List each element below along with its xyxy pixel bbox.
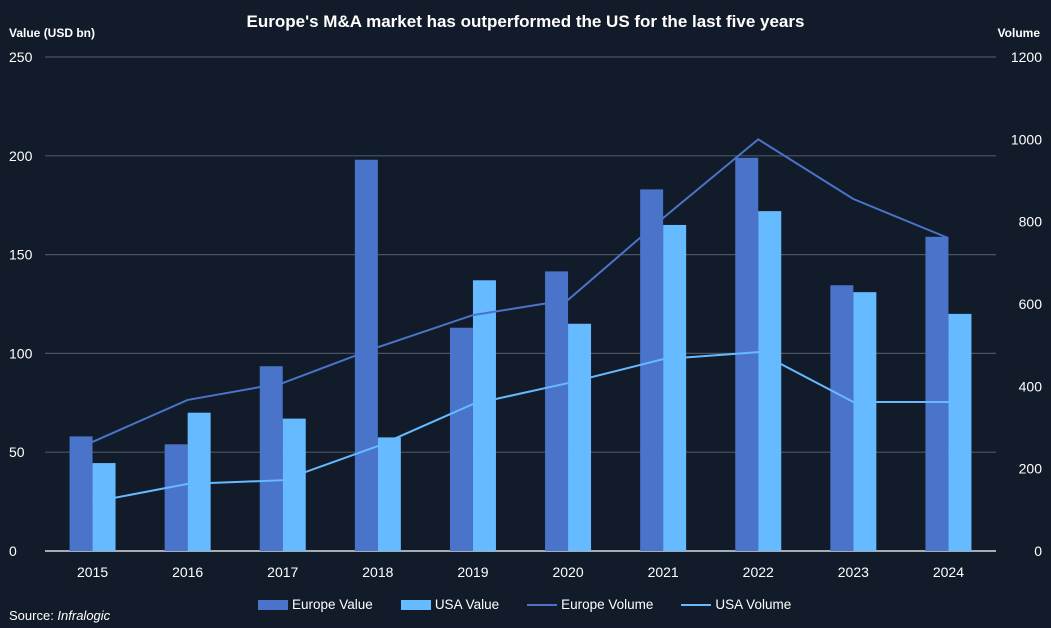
x-tick-label: 2020 <box>552 564 583 580</box>
bar-usa-value <box>472 280 496 551</box>
y-right-tick-label: 800 <box>1019 214 1043 230</box>
bar-usa-value <box>853 292 877 551</box>
legend-swatch <box>400 599 431 610</box>
bar-europe-value <box>830 285 854 551</box>
legend-item: Europe Volume <box>527 597 653 612</box>
bar-usa-value <box>282 418 306 551</box>
bar-europe-value <box>259 366 283 551</box>
x-tick-label: 2018 <box>362 564 393 580</box>
legend-item: USA Volume <box>681 597 791 612</box>
bar-europe-value <box>640 189 664 551</box>
y-right-tick-label: 1200 <box>1011 49 1042 65</box>
line-usa-volume <box>92 351 949 503</box>
source-name: Infralogic <box>57 608 111 623</box>
y-left-tick-label: 0 <box>9 543 17 559</box>
legend-label: Europe Volume <box>561 597 654 612</box>
bar-usa-value <box>92 463 116 551</box>
x-tick-label: 2019 <box>457 564 488 580</box>
x-tick-label: 2023 <box>838 564 869 580</box>
y-left-tick-label: 50 <box>9 444 25 460</box>
legend-swatch <box>258 599 288 610</box>
y-left-tick-label: 250 <box>9 49 33 65</box>
bar-usa-value <box>568 323 592 551</box>
y-right-tick-label: 200 <box>1019 461 1043 477</box>
y-right-tick-label: 1000 <box>1011 131 1042 147</box>
legend-label: Europe Value <box>292 597 373 612</box>
legend: Europe Value USA Value Europe Volume USA Vo… <box>258 597 819 612</box>
bar-europe-value <box>545 271 569 551</box>
bar-europe-value <box>69 436 93 551</box>
source-note: Source: Infralogic <box>9 608 110 623</box>
chart-title: Europe's M&A market has outperformed the… <box>246 12 805 31</box>
legend-label: USA Volume <box>715 597 792 612</box>
legend-item: Europe Value <box>258 597 373 612</box>
source-prefix: Source: <box>9 608 58 623</box>
legend-label: USA Value <box>434 597 500 612</box>
x-tick-label: 2021 <box>648 564 679 580</box>
bar-europe-value <box>449 327 473 551</box>
legend-item: USA Value <box>400 597 500 612</box>
bar-usa-value <box>377 437 401 551</box>
y-left-tick-label: 200 <box>9 148 33 164</box>
bar-usa-value <box>187 412 211 551</box>
x-tick-label: 2015 <box>77 564 108 580</box>
bar-usa-value <box>948 313 972 551</box>
y-right-tick-label: 0 <box>1034 543 1042 559</box>
y-right-tick-label: 600 <box>1019 296 1043 312</box>
y-left-tick-label: 100 <box>9 345 33 361</box>
legend-swatch <box>681 603 712 606</box>
y-left-tick-label: 150 <box>9 247 33 263</box>
bar-europe-value <box>735 157 759 551</box>
bar-europe-value <box>164 444 188 551</box>
x-tick-label: 2022 <box>743 564 774 580</box>
x-tick-label: 2017 <box>267 564 298 580</box>
bar-usa-value <box>758 211 782 552</box>
bar-europe-value <box>925 236 949 552</box>
legend-swatch <box>527 603 558 606</box>
y-axis-left-label: Value (USD bn) <box>9 26 96 40</box>
line-europe-volume <box>92 138 949 443</box>
y-right-tick-label: 400 <box>1019 378 1043 394</box>
bar-usa-value <box>663 224 687 551</box>
x-tick-label: 2024 <box>933 564 964 580</box>
y-axis-right-label: Volume <box>997 26 1040 40</box>
x-tick-label: 2016 <box>172 564 203 580</box>
